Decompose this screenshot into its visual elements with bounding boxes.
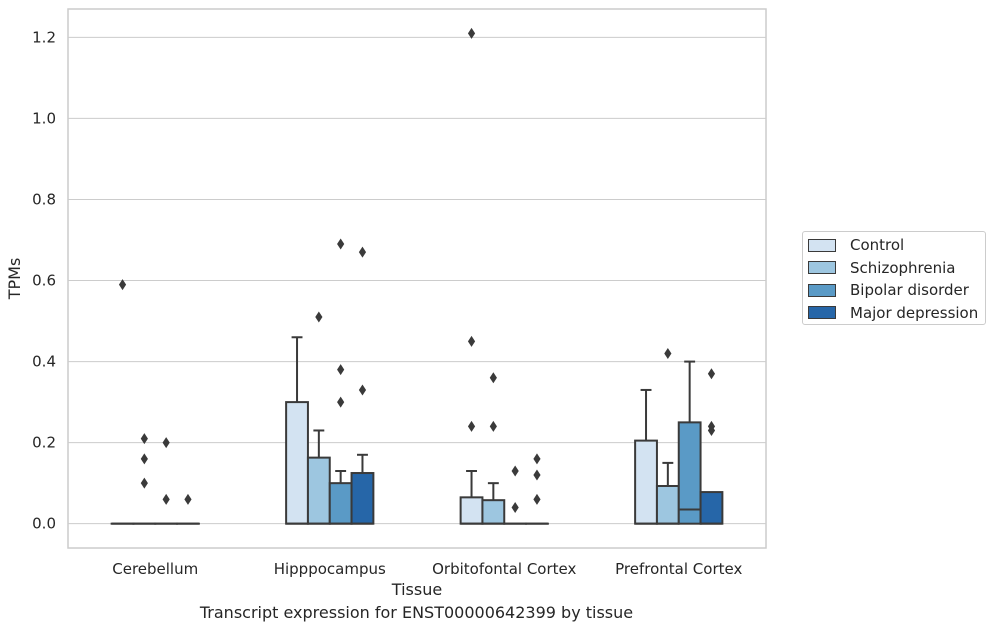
box-prefrontal-cortex-control xyxy=(634,439,658,525)
outlier-orbitofontal-cortex-control xyxy=(467,27,476,39)
outlier-orbitofontal-cortex-bipolar-disorder xyxy=(511,465,519,477)
box-hipppocampus-bipolar-disorder xyxy=(328,482,353,525)
outlier-orbitofontal-cortex-major-depression xyxy=(533,493,541,505)
outlier-cerebellum-schizophrenia xyxy=(140,433,148,445)
plot-frame xyxy=(67,8,767,549)
outlier-hipppocampus-schizophrenia xyxy=(315,311,323,323)
x-tick-label-prefrontal-cortex: Prefrontal Cortex xyxy=(615,560,742,578)
legend-label-major-depression: Major depression xyxy=(850,303,979,322)
box-hipppocampus-major-depression xyxy=(350,472,375,525)
legend-swatch-control xyxy=(808,238,836,252)
y-tick-label: 0.6 xyxy=(32,272,56,290)
box-hipppocampus-schizophrenia xyxy=(306,456,331,525)
y-tick-label: 0.4 xyxy=(32,353,56,371)
figure-caption: Transcript expression for ENST0000064239… xyxy=(199,603,634,622)
box-hipppocampus-control xyxy=(285,401,309,525)
outlier-orbitofontal-cortex-schizophrenia xyxy=(489,372,497,384)
x-tick-label-cerebellum: Cerebellum xyxy=(112,560,198,578)
outlier-orbitofontal-cortex-bipolar-disorder xyxy=(511,501,519,513)
box-orbitofontal-cortex-control xyxy=(459,496,484,525)
outlier-hipppocampus-major-depression xyxy=(358,246,367,258)
outlier-cerebellum-control xyxy=(118,279,127,291)
outlier-orbitofontal-cortex-major-depression xyxy=(533,453,541,465)
box-prefrontal-cortex-bipolar-disorder xyxy=(677,421,702,525)
outlier-cerebellum-bipolar-disorder xyxy=(162,493,170,505)
box-prefrontal-cortex-major-depression xyxy=(699,491,724,525)
outlier-hipppocampus-major-depression xyxy=(358,384,367,396)
legend-item-control: Control xyxy=(808,235,904,255)
legend-swatch-bipolar-disorder xyxy=(808,283,836,297)
outlier-cerebellum-schizophrenia xyxy=(140,453,148,465)
outlier-prefrontal-cortex-schizophrenia xyxy=(664,347,672,359)
legend-label-schizophrenia: Schizophrenia xyxy=(850,258,956,277)
outlier-cerebellum-major-depression xyxy=(184,493,192,505)
legend-label-control: Control xyxy=(850,236,905,254)
outlier-orbitofontal-cortex-schizophrenia xyxy=(489,420,497,432)
outlier-orbitofontal-cortex-major-depression xyxy=(533,469,541,481)
outlier-orbitofontal-cortex-control xyxy=(467,335,476,347)
outlier-prefrontal-cortex-major-depression xyxy=(707,420,716,432)
legend: Control Schizophrenia Bipolar disorder M… xyxy=(802,231,986,325)
outlier-cerebellum-schizophrenia xyxy=(140,477,148,489)
legend-swatch-major-depression xyxy=(808,306,836,319)
legend-item-bipolar-disorder: Bipolar disorder xyxy=(808,280,969,300)
box-prefrontal-cortex-schizophrenia xyxy=(655,484,680,525)
outlier-hipppocampus-bipolar-disorder xyxy=(337,238,345,250)
y-tick-label: 0.2 xyxy=(32,434,56,452)
outlier-cerebellum-bipolar-disorder xyxy=(162,437,170,449)
outlier-hipppocampus-bipolar-disorder xyxy=(337,396,345,408)
legend-swatch-schizophrenia xyxy=(808,261,836,274)
x-axis-label: Tissue xyxy=(391,580,442,599)
outlier-prefrontal-cortex-major-depression xyxy=(707,368,716,380)
y-tick-label: 1.0 xyxy=(32,109,56,127)
y-tick-label: 0.8 xyxy=(32,190,56,208)
x-tick-label-hipppocampus: Hipppocampus xyxy=(274,560,386,578)
outlier-orbitofontal-cortex-control xyxy=(467,420,476,432)
legend-item-schizophrenia: Schizophrenia xyxy=(808,258,955,278)
outlier-hipppocampus-bipolar-disorder xyxy=(337,364,345,376)
y-axis-label: TPMs xyxy=(5,258,24,301)
legend-label-bipolar-disorder: Bipolar disorder xyxy=(850,281,969,299)
legend-item-major-depression: Major depression xyxy=(808,303,978,323)
box-orbitofontal-cortex-schizophrenia xyxy=(481,499,506,525)
y-tick-label: 0.0 xyxy=(32,515,56,533)
x-tick-label-orbitofontal-cortex: Orbitofontal Cortex xyxy=(432,560,576,578)
y-tick-label: 1.2 xyxy=(32,28,56,46)
